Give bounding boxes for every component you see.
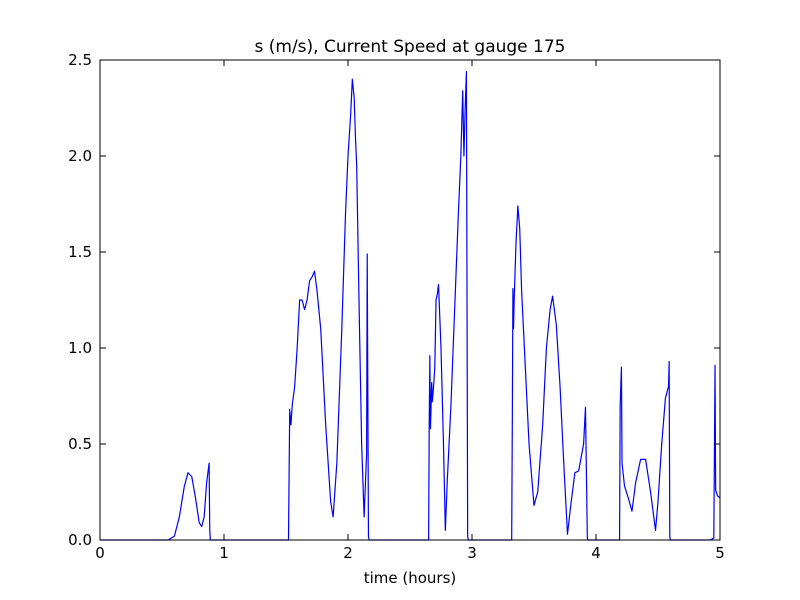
y-tick-label: 1.5 <box>68 243 92 261</box>
y-tick-label: 0.0 <box>68 531 92 549</box>
plot-area: 0 1 2 3 4 5 0.0 0.5 1.0 1.5 2.0 2.5 <box>68 51 725 562</box>
x-tick-label: 4 <box>591 544 601 562</box>
plot-frame <box>99 59 721 541</box>
x-tick-label: 2 <box>343 544 353 562</box>
x-tick-label: 0 <box>95 544 105 562</box>
y-tick-label: 2.5 <box>68 51 92 69</box>
x-tick-label: 3 <box>467 544 477 562</box>
chart-title: s (m/s), Current Speed at gauge 175 <box>255 37 566 57</box>
x-tick-label: 1 <box>219 544 229 562</box>
y-tick-label: 0.5 <box>68 435 92 453</box>
series-line-0 <box>100 70 721 541</box>
x-axis-label: time (hours) <box>364 569 457 587</box>
y-tick-label: 1.0 <box>68 339 92 357</box>
x-tick-label: 5 <box>715 544 725 562</box>
y-tick-label: 2.0 <box>68 147 92 165</box>
